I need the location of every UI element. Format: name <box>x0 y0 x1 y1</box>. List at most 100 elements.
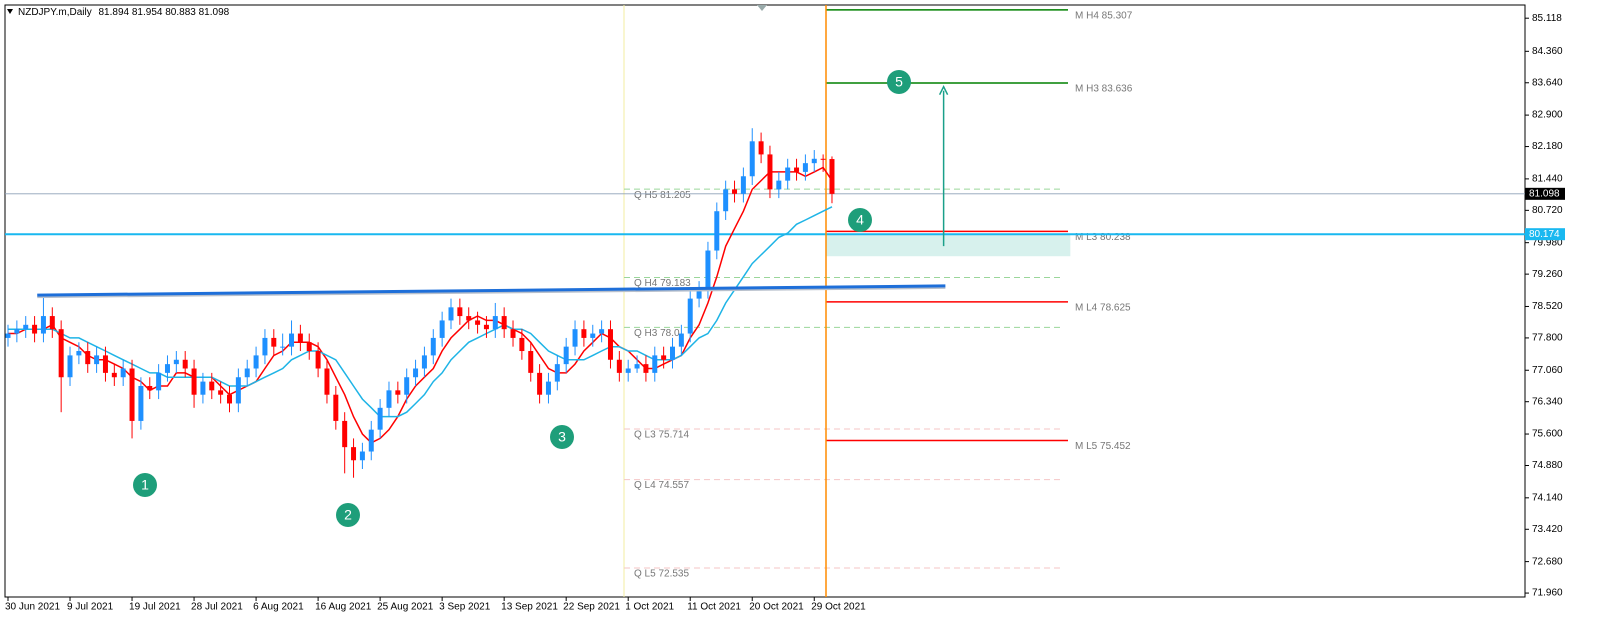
marker <box>336 503 360 527</box>
candle-body <box>661 355 667 360</box>
candle-body <box>811 158 817 164</box>
candle-body <box>58 329 64 378</box>
candle-body <box>67 355 73 378</box>
marker-label: 3 <box>558 429 566 445</box>
level-label: M L4 78.625 <box>1075 303 1131 314</box>
level-label: M H4 85.307 <box>1075 11 1133 22</box>
candle-body <box>111 372 117 378</box>
y-tick-label: 71.960 <box>1532 588 1563 599</box>
candle-body <box>616 359 622 373</box>
marker-label: 5 <box>895 74 903 90</box>
candle-body <box>191 368 197 395</box>
x-tick-label: 28 Jul 2021 <box>191 602 243 613</box>
candle-body <box>173 359 179 365</box>
candle-body <box>147 385 153 391</box>
level-label: Q H4 79.183 <box>634 278 691 289</box>
x-tick-label: 22 Sep 2021 <box>563 602 620 613</box>
x-tick-label: 16 Aug 2021 <box>315 602 372 613</box>
candle-body <box>235 377 241 404</box>
candle-body <box>749 141 755 177</box>
candle-body <box>342 420 348 448</box>
candle-body <box>528 351 534 373</box>
candle-body <box>492 316 498 330</box>
candle-body <box>49 316 55 330</box>
candle-body <box>200 381 206 395</box>
x-tick-label: 30 Jun 2021 <box>5 602 60 613</box>
marker <box>848 208 872 232</box>
x-tick-label: 19 Jul 2021 <box>129 602 181 613</box>
candle-body <box>395 390 401 395</box>
candle-body <box>776 180 782 190</box>
candle-body <box>554 364 560 382</box>
bid-tag-label: 81.098 <box>1529 188 1560 199</box>
candle-body <box>421 355 427 369</box>
header: NZDJPY.m,Daily 81.894 81.954 80.883 81.0… <box>18 7 230 18</box>
candle-body <box>670 346 675 360</box>
x-tick-label: 9 Jul 2021 <box>67 602 114 613</box>
y-tick-label: 72.680 <box>1532 556 1563 567</box>
x-tick-label: 29 Oct 2021 <box>811 602 866 613</box>
marker <box>133 473 157 497</box>
low: 80.883 <box>165 7 196 18</box>
candle-body <box>297 333 303 343</box>
marker-label: 1 <box>141 477 149 493</box>
candle-body <box>767 154 773 190</box>
y-tick-label: 79.260 <box>1532 269 1563 280</box>
candle-body <box>537 372 543 395</box>
candle-body <box>156 372 162 391</box>
candle-body <box>271 337 277 347</box>
candle-body <box>227 394 232 404</box>
candle-body <box>820 158 826 160</box>
candle-body <box>696 289 702 299</box>
y-tick-label: 80.720 <box>1532 205 1563 216</box>
open: 81.894 <box>99 7 130 18</box>
plot-frame <box>4 4 1526 598</box>
bid-tag <box>1525 187 1565 200</box>
candle-body <box>439 320 445 338</box>
level-label: Q L4 74.557 <box>634 480 689 491</box>
candle-body <box>687 298 693 334</box>
y-tick-label: 76.340 <box>1532 396 1563 407</box>
level-label: Q L5 72.535 <box>634 569 689 580</box>
candle-body <box>475 320 481 325</box>
x-tick-label: 3 Sep 2021 <box>439 602 491 613</box>
y-tick-label: 77.800 <box>1532 333 1563 344</box>
y-tick-label: 74.140 <box>1532 492 1563 503</box>
candle-body <box>599 329 605 334</box>
symbol: NZDJPY.m,Daily <box>18 7 92 18</box>
candle-body <box>289 333 295 347</box>
candle-body <box>590 333 596 338</box>
y-tick-label: 81.440 <box>1532 174 1563 185</box>
candle-body <box>76 351 82 356</box>
zone <box>825 234 1071 257</box>
candle-body <box>182 359 188 369</box>
candle-body <box>652 355 658 373</box>
close: 81.098 <box>199 7 230 18</box>
candle-body <box>519 337 525 352</box>
candle-body <box>501 316 507 330</box>
candle-body <box>14 329 20 334</box>
candle-body <box>368 429 374 452</box>
x-tick-label: 20 Oct 2021 <box>749 602 804 613</box>
marker-label: 2 <box>344 507 352 523</box>
x-tick-label: 25 Aug 2021 <box>377 602 434 613</box>
candle-body <box>625 368 631 373</box>
arrow-head <box>938 85 949 96</box>
high: 81.954 <box>132 7 163 18</box>
candle-body <box>678 333 684 347</box>
level-label: Q H5 81.205 <box>634 190 691 201</box>
candle-body <box>448 307 454 321</box>
candle-body <box>32 324 38 334</box>
level-label: M L5 75.452 <box>1075 441 1131 452</box>
candle-body <box>705 250 711 290</box>
candle-body <box>457 307 463 317</box>
trendline-shadow <box>37 286 946 299</box>
marker <box>550 425 574 449</box>
candle-body <box>758 141 764 155</box>
candle-body <box>306 342 312 352</box>
x-tick-label: 1 Oct 2021 <box>625 602 674 613</box>
candle-body <box>85 351 91 365</box>
candle-body <box>466 316 472 321</box>
moving-average <box>8 206 833 418</box>
